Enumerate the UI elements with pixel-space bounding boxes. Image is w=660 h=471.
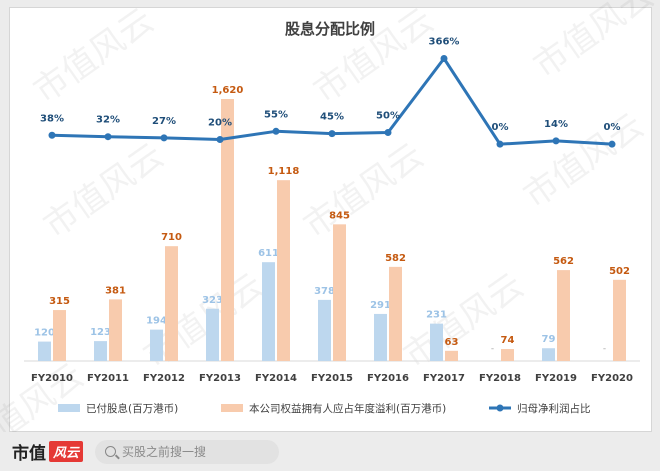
line-point [48,131,56,139]
search-placeholder: 买股之前搜一搜 [122,445,207,459]
bar [262,262,275,361]
line-data-label: 32% [96,115,120,126]
bar [613,279,626,361]
line-point [384,128,392,136]
bar-data-label: 502 [609,266,630,277]
watermark-text: 市值风云 [27,1,161,112]
line-data-label: 0% [492,122,509,133]
x-tick-label: FY2012 [143,373,185,384]
bar [150,329,163,361]
bar [389,266,402,361]
bar [374,313,387,361]
line-point [272,127,280,135]
line-data-label: 55% [264,109,288,120]
line-data-label: 50% [376,110,400,121]
bar-data-label: 120 [34,328,55,339]
watermark-text: 市值风云 [297,136,431,247]
bar [221,99,234,361]
bar-data-label: 194 [146,316,167,327]
bar [165,246,178,361]
x-tick-label: FY2013 [199,373,241,384]
line-point [160,134,168,142]
watermark-text: 市值风云 [37,136,171,247]
bar [109,299,122,361]
brand-logo[interactable]: 市值 风云 [12,439,84,464]
line-data-label: 38% [40,113,64,124]
watermark-text: 市值风云 [307,1,441,112]
line-point [104,133,112,141]
x-tick-label: FY2015 [311,373,353,384]
bar [430,323,443,361]
bar [94,341,107,361]
line-data-label: 27% [152,116,176,127]
watermark-text: 市值风云 [527,0,660,86]
bar-data-label: 231 [426,310,447,321]
bar-data-label: - [491,344,494,354]
x-tick-label: FY2010 [31,373,73,384]
bar-data-label: - [603,344,606,354]
line-data-label: 366% [429,37,460,48]
x-tick-label: FY2011 [87,373,129,384]
line-point [552,137,560,145]
bar-data-label: 63 [445,337,459,348]
legend-swatch-marker [496,404,504,412]
bar [501,349,514,361]
footer-bar: 市值 风云 买股之前搜一搜 [0,432,660,471]
x-tick-label: FY2016 [367,373,409,384]
line-point [216,136,224,143]
bar [53,310,66,361]
bar [38,341,51,361]
legend-swatch [58,404,80,412]
bar-data-label: 1,118 [268,166,300,177]
line-data-label: 45% [320,112,344,123]
line-point [608,140,616,148]
x-tick-label: FY2019 [535,373,577,384]
brand-badge: 风云 [49,441,84,462]
bar-data-label: 291 [370,300,391,311]
bar-data-label: 582 [385,253,406,264]
legend-label: 已付股息(百万港币) [86,402,178,415]
chart-title: 股息分配比例 [285,20,375,38]
search-icon [105,446,117,457]
legend-swatch [221,404,243,412]
legend-label: 本公司权益拥有人应占年度溢利(百万港币) [249,402,446,415]
bar [557,270,570,361]
line-data-label: 0% [604,122,621,133]
bar-data-label: 323 [202,295,223,306]
bar-data-label: 710 [161,232,182,243]
bar [318,299,331,361]
bar [542,348,555,361]
x-tick-label: FY2018 [479,373,521,384]
line-point [440,55,448,62]
line-point [328,130,336,138]
bar-data-label: 611 [258,248,279,259]
bar-data-label: 562 [553,256,574,267]
x-tick-label: FY2017 [423,373,465,384]
legend-label: 归母净利润占比 [517,402,591,415]
brand-text: 市值 [12,444,46,464]
bar [445,350,458,361]
bar-data-label: 74 [501,335,515,346]
bar-data-label: 381 [105,285,126,296]
bar [206,308,219,361]
bar-data-label: 845 [329,210,350,221]
line-point [496,140,504,148]
search-input[interactable]: 买股之前搜一搜 [95,439,280,464]
bar [333,224,346,361]
watermark-text: 市值风云 [0,356,91,432]
watermark-text: 市值风云 [517,106,651,217]
x-tick-label: FY2020 [591,373,633,384]
bar-data-label: 79 [542,334,556,345]
bar-data-label: 315 [49,296,70,307]
line-data-label: 14% [544,119,568,130]
bar-data-label: 378 [314,286,335,297]
bar [277,180,290,361]
bar-data-label: 1,620 [212,85,244,96]
line-data-label: 20% [208,118,232,129]
x-tick-label: FY2014 [255,373,297,384]
bar-data-label: 123 [90,327,111,338]
